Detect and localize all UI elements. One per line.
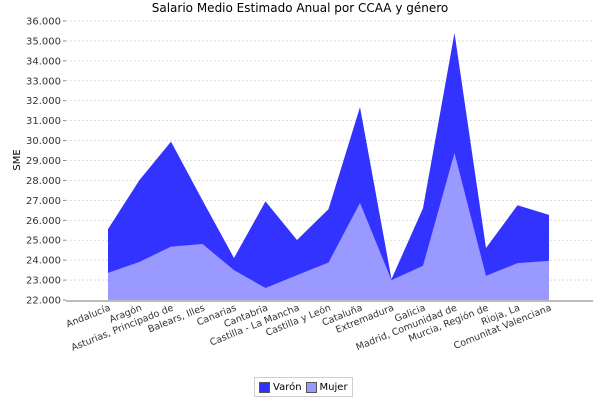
y-tick-label: 36.000: [26, 17, 61, 28]
legend-item-mujer[interactable]: Mujer: [305, 381, 348, 393]
y-tick-label: 27.000: [26, 196, 61, 207]
y-tick-label: 26.000: [26, 216, 61, 227]
legend-swatch-mujer: [305, 381, 317, 393]
series-areas: [108, 33, 549, 300]
y-tick-label: 23.000: [26, 276, 61, 287]
legend-item-varon[interactable]: Varón: [259, 381, 302, 393]
y-tick-label: 33.000: [26, 76, 61, 87]
y-tick-label: 22.000: [26, 296, 61, 307]
y-tick-label: 28.000: [26, 176, 61, 187]
legend-label-mujer: Mujer: [319, 381, 348, 393]
legend-label-varon: Varón: [273, 381, 302, 393]
chart-title: Salario Medio Estimado Anual por CCAA y …: [151, 1, 449, 15]
area-mujer[interactable]: [108, 152, 549, 300]
y-tick-label: 24.000: [26, 256, 61, 267]
y-tick-label: 25.000: [26, 236, 61, 247]
legend-swatch-varon: [259, 381, 270, 393]
y-tick-label: 32.000: [26, 96, 61, 107]
y-axis-label: SME: [12, 149, 23, 170]
y-tick-label: 29.000: [26, 156, 61, 167]
x-tick-label: Andalucía: [65, 303, 112, 331]
legend: Varón Mujer: [254, 377, 353, 397]
y-tick-label: 35.000: [26, 36, 61, 47]
y-tick-label: 34.000: [26, 56, 61, 67]
y-tick-label: 31.000: [26, 116, 61, 127]
y-tick-label: 30.000: [26, 136, 61, 147]
y-axis: 22.000 23.000 24.000 25.000 26.000 27.000 28.0…: [26, 17, 66, 307]
